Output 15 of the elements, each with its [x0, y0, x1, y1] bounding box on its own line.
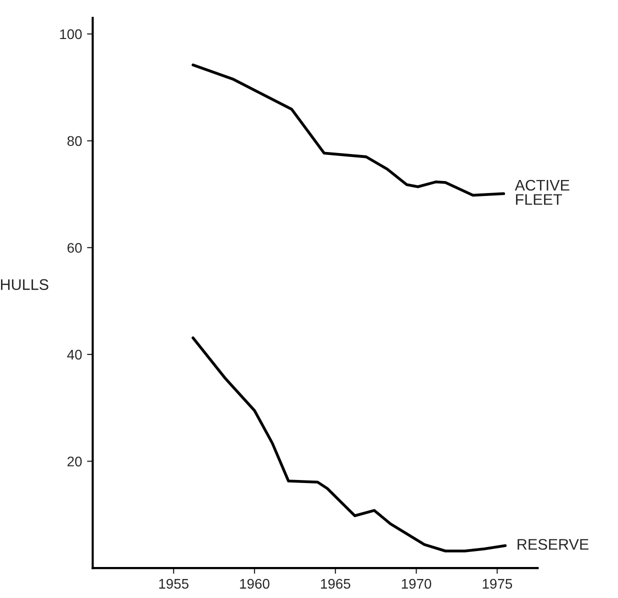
x-tick-label: 1955 — [159, 578, 188, 589]
y-tick-label: 40 — [67, 350, 82, 360]
x-tick-label: 1975 — [482, 578, 512, 589]
series-label: ACTIVE FLEET — [514, 180, 570, 205]
y-axis-title: HULLS — [1, 279, 48, 290]
x-tick-label: 1965 — [321, 578, 350, 589]
y-tick-label: 80 — [67, 136, 82, 146]
series-label: RESERVE — [518, 538, 589, 550]
x-tick-label: 1970 — [402, 578, 432, 589]
line-series — [192, 64, 506, 197]
y-tick-label: 60 — [68, 242, 82, 253]
x-tick-label: 1960 — [240, 578, 270, 589]
line-series — [192, 336, 507, 552]
y-tick-label: 100 — [60, 29, 82, 40]
y-tick-label: 20 — [68, 456, 82, 466]
